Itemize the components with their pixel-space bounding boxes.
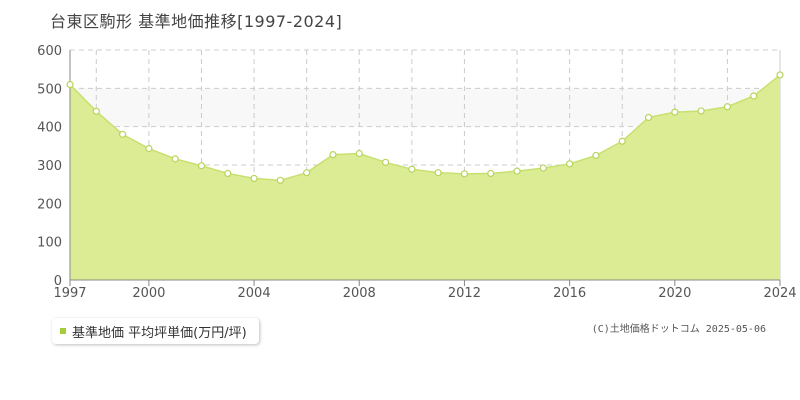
data-point xyxy=(171,155,179,163)
legend: 基準地価 平均坪単価(万円/坪) xyxy=(52,318,259,344)
legend-label: 基準地価 平均坪単価(万円/坪) xyxy=(72,325,247,341)
x-tick-label: 2020 xyxy=(658,286,691,301)
data-point xyxy=(92,107,100,115)
data-point xyxy=(750,92,758,100)
x-tick-label: 2012 xyxy=(448,286,481,301)
data-point xyxy=(460,170,469,178)
data-point xyxy=(513,167,521,175)
y-tick-label: 0 xyxy=(54,274,62,289)
data-point xyxy=(145,144,153,153)
data-point xyxy=(408,165,416,173)
data-point xyxy=(434,169,442,177)
x-tick-label: 1997 xyxy=(53,286,86,301)
y-tick-label: 400 xyxy=(37,121,62,136)
x-tick-label: 2024 xyxy=(763,286,796,301)
data-point xyxy=(197,162,206,170)
data-point xyxy=(303,169,311,177)
data-point xyxy=(618,137,626,145)
series-area xyxy=(70,74,780,280)
y-tick-label: 600 xyxy=(37,44,62,59)
x-tick-label: 2008 xyxy=(343,286,376,301)
data-point xyxy=(224,169,232,178)
data-point xyxy=(644,113,653,122)
data-point xyxy=(592,151,600,160)
data-point xyxy=(329,151,337,159)
data-point xyxy=(671,108,679,116)
data-point xyxy=(66,80,74,89)
series-line xyxy=(69,74,781,182)
data-point xyxy=(697,107,705,115)
chart-title: 台東区駒形 基準地価推移[1997-2024] xyxy=(50,12,343,31)
y-tick-label: 500 xyxy=(37,82,62,97)
data-point xyxy=(776,71,784,79)
data-point xyxy=(566,160,574,168)
data-point xyxy=(381,158,390,166)
x-tick-label: 2004 xyxy=(238,286,271,301)
data-point xyxy=(539,164,547,172)
y-tick-label: 300 xyxy=(37,159,62,174)
data-point xyxy=(250,174,258,183)
y-tick-label: 200 xyxy=(37,197,62,212)
data-point xyxy=(355,149,363,158)
data-point xyxy=(118,130,127,138)
x-tick-label: 2000 xyxy=(132,286,165,301)
y-tick-label: 100 xyxy=(37,236,62,251)
data-point xyxy=(487,169,495,178)
copyright-text: (C)土地価格ドットコム 2025-05-06 xyxy=(591,324,766,335)
data-point xyxy=(723,103,732,111)
legend-swatch-icon xyxy=(60,328,66,334)
data-point xyxy=(276,176,284,184)
x-tick-label: 2016 xyxy=(553,286,586,301)
